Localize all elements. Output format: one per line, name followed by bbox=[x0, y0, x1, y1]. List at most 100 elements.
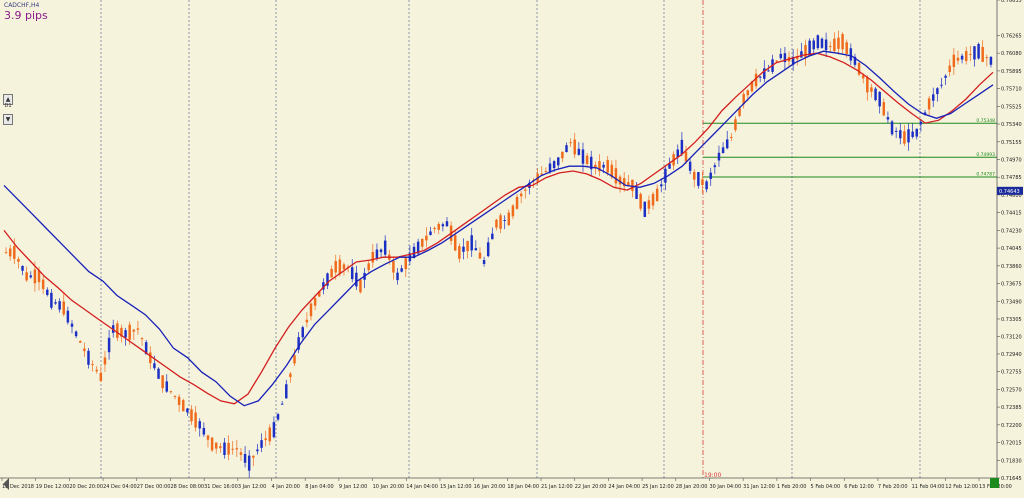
candle-body bbox=[301, 327, 304, 338]
x-tick-label: 18 Jan 04:00 bbox=[507, 484, 539, 490]
x-tick-label: 4 Jan 20:00 bbox=[272, 484, 300, 490]
y-tick-label: 0.73490 bbox=[1001, 299, 1022, 305]
y-tick-label: 0.74415 bbox=[1001, 211, 1022, 217]
candle-body bbox=[709, 172, 712, 179]
candle-body bbox=[392, 261, 395, 273]
candle-body bbox=[33, 269, 37, 284]
candle-body bbox=[441, 224, 445, 227]
candle-body bbox=[602, 164, 605, 168]
candle-body bbox=[256, 449, 259, 452]
candle-body bbox=[969, 53, 972, 55]
candle-body bbox=[474, 248, 478, 251]
y-tick-label: 0.74230 bbox=[1001, 228, 1022, 234]
candle-body bbox=[565, 145, 568, 153]
candle-body bbox=[557, 157, 560, 166]
candle-body bbox=[783, 53, 787, 63]
candle-body bbox=[478, 252, 482, 259]
candle-body bbox=[577, 148, 581, 155]
candle-body bbox=[507, 212, 511, 226]
candle-body bbox=[932, 94, 935, 101]
candle-body bbox=[144, 342, 148, 355]
candle-body bbox=[746, 90, 750, 96]
candle-body bbox=[622, 178, 626, 187]
panel-down-button[interactable]: ▼ bbox=[3, 114, 13, 125]
candle-body bbox=[132, 329, 136, 332]
y-tick-label: 0.76635 bbox=[1001, 0, 1022, 4]
candle-body bbox=[128, 324, 131, 340]
candle-body bbox=[540, 173, 544, 175]
candle-body bbox=[853, 56, 857, 65]
candle-body bbox=[264, 438, 267, 441]
candle-body bbox=[433, 227, 436, 230]
candle-body bbox=[660, 184, 663, 187]
candle-body bbox=[758, 76, 762, 78]
candle-body bbox=[618, 176, 622, 185]
candle-body bbox=[911, 131, 914, 137]
candle-body bbox=[313, 298, 317, 306]
candle-body bbox=[297, 337, 300, 350]
candle-body bbox=[219, 446, 222, 449]
panel-period-label: D1 bbox=[4, 103, 12, 109]
candle-body bbox=[882, 102, 886, 116]
candle-body bbox=[173, 395, 177, 397]
y-tick-label: 0.73120 bbox=[1001, 335, 1022, 341]
candle-body bbox=[973, 46, 976, 60]
x-tick-label: 8 Jan 04:00 bbox=[305, 484, 333, 490]
candle-body bbox=[548, 163, 552, 173]
candle-body bbox=[396, 272, 399, 281]
candle-body bbox=[651, 193, 655, 206]
candle-body bbox=[754, 73, 758, 87]
candle-body bbox=[866, 77, 869, 93]
candle-body bbox=[495, 219, 498, 228]
candle-body bbox=[503, 219, 506, 221]
x-tick-label: 25 Jan 12:00 bbox=[642, 484, 674, 490]
candle-body bbox=[845, 42, 848, 54]
candle-body bbox=[383, 240, 387, 255]
candle-body bbox=[289, 373, 292, 378]
candle-body bbox=[350, 267, 354, 280]
candle-body bbox=[680, 139, 684, 155]
candle-body bbox=[923, 112, 927, 115]
candle-body bbox=[668, 163, 671, 169]
horizontal-level-label: 0.75348 bbox=[976, 118, 995, 124]
candle-body bbox=[870, 87, 873, 92]
candle-body bbox=[41, 279, 45, 290]
candle-body bbox=[721, 147, 725, 154]
y-tick-label: 0.73675 bbox=[1001, 282, 1022, 288]
candle-body bbox=[841, 34, 844, 50]
candle-body bbox=[223, 442, 226, 456]
candle-body bbox=[186, 408, 189, 413]
scroll-left-arrow[interactable] bbox=[3, 478, 9, 490]
candle-body bbox=[524, 189, 527, 191]
candle-body bbox=[693, 171, 696, 180]
x-tick-label: 28 Jan 20:00 bbox=[676, 484, 708, 490]
x-tick-label: 22 Jan 20:00 bbox=[575, 484, 607, 490]
candle-body bbox=[412, 246, 416, 258]
candle-body bbox=[878, 91, 881, 107]
candle-body bbox=[330, 268, 333, 278]
candle-body bbox=[466, 240, 469, 252]
candle-body bbox=[425, 235, 428, 241]
y-tick-label: 0.72200 bbox=[1001, 423, 1022, 429]
candle-body bbox=[190, 409, 193, 422]
candle-body bbox=[585, 155, 589, 164]
candle-body bbox=[734, 119, 737, 131]
candle-body bbox=[371, 251, 375, 263]
spread-label: 3.9 pips bbox=[4, 9, 48, 22]
candle-body bbox=[322, 282, 325, 290]
x-tick-label: 14 Jan 04:00 bbox=[406, 484, 438, 490]
candle-body bbox=[738, 107, 741, 116]
candle-body bbox=[293, 355, 296, 364]
candle-body bbox=[614, 168, 618, 184]
candle-body bbox=[120, 327, 123, 337]
candle-body bbox=[890, 121, 894, 135]
panel-up-button[interactable]: ▲ bbox=[3, 94, 13, 105]
candle-body bbox=[886, 117, 890, 120]
candle-body bbox=[202, 427, 206, 435]
x-tick-label: 24 Jan 04:00 bbox=[608, 484, 640, 490]
candle-body bbox=[964, 51, 968, 62]
candle-body bbox=[83, 348, 86, 352]
x-tick-label: 20 Dec 20:00 bbox=[69, 484, 103, 490]
candle-body bbox=[136, 328, 140, 330]
